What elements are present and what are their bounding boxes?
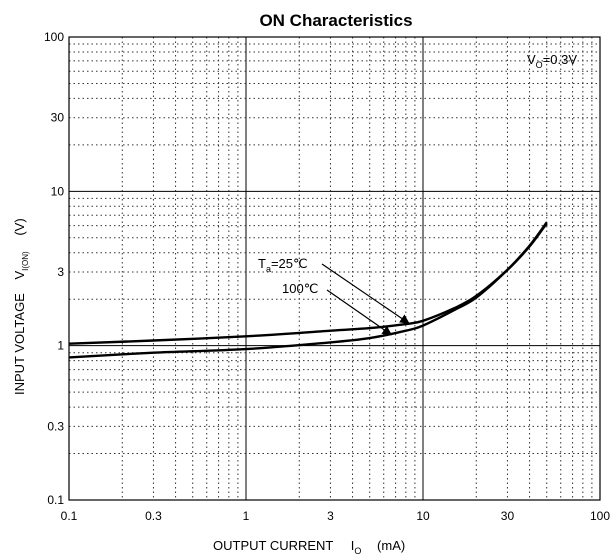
- y-tick-label: 3: [57, 265, 64, 279]
- x-tick-label: 0.1: [61, 509, 78, 523]
- y-axis-label-main: INPUT VOLTAGE: [12, 293, 27, 395]
- chart-title: ON Characteristics: [259, 11, 412, 30]
- condition-symbol: V: [527, 52, 536, 67]
- grid: [69, 37, 600, 500]
- x-axis-label-subscript: O: [354, 546, 361, 556]
- y-tick-label: 30: [51, 111, 65, 125]
- y-axis-label-subscript: I(ON): [21, 251, 30, 271]
- y-tick-label: 0.3: [47, 419, 64, 433]
- y-axis-label-symbol: V: [12, 271, 27, 280]
- series-label-100c: 100℃: [282, 281, 318, 296]
- x-tick-label: 3: [327, 509, 334, 523]
- plot-frame: [68, 36, 601, 501]
- condition-label: VO=0.3V: [527, 52, 577, 70]
- y-tick-label: 100: [44, 30, 64, 44]
- y-axis-label: INPUT VOLTAGE VI(ON) (V): [12, 218, 31, 395]
- leader-arrow-100c: [326, 289, 393, 336]
- curve-100c: [68, 221, 548, 359]
- x-axis-label-unit: (mA): [377, 538, 405, 553]
- x-tick-labels: 0.1 0.3 1 3 10 30 100: [61, 509, 611, 523]
- series-label-25c: Ta=25℃: [258, 256, 308, 274]
- condition-subscript: O: [536, 60, 543, 70]
- x-tick-label: 0.3: [145, 509, 162, 523]
- x-axis-label-symbol: I: [351, 538, 355, 553]
- y-tick-labels: 0.1 0.3 1 3 10 30 100: [44, 30, 64, 507]
- x-tick-label: 1: [243, 509, 250, 523]
- x-axis-label: OUTPUT CURRENT IO (mA): [213, 538, 405, 557]
- x-tick-label: 10: [416, 509, 430, 523]
- series-label-25c-subscript: a: [266, 264, 271, 274]
- condition-value: =0.3V: [543, 52, 578, 67]
- x-tick-label: 30: [501, 509, 515, 523]
- series-label-25c-value: =25℃: [271, 256, 308, 271]
- x-tick-label: 100: [590, 509, 610, 523]
- y-tick-label: 1: [57, 339, 64, 353]
- annotations: [321, 263, 410, 336]
- series-label-25c-symbol: T: [258, 256, 266, 271]
- leader-arrow-25c: [321, 263, 410, 324]
- y-tick-label: 10: [51, 184, 65, 198]
- x-axis-label-main: OUTPUT CURRENT: [213, 538, 333, 553]
- y-axis-label-unit: (V): [12, 218, 27, 235]
- y-tick-label: 0.1: [47, 493, 64, 507]
